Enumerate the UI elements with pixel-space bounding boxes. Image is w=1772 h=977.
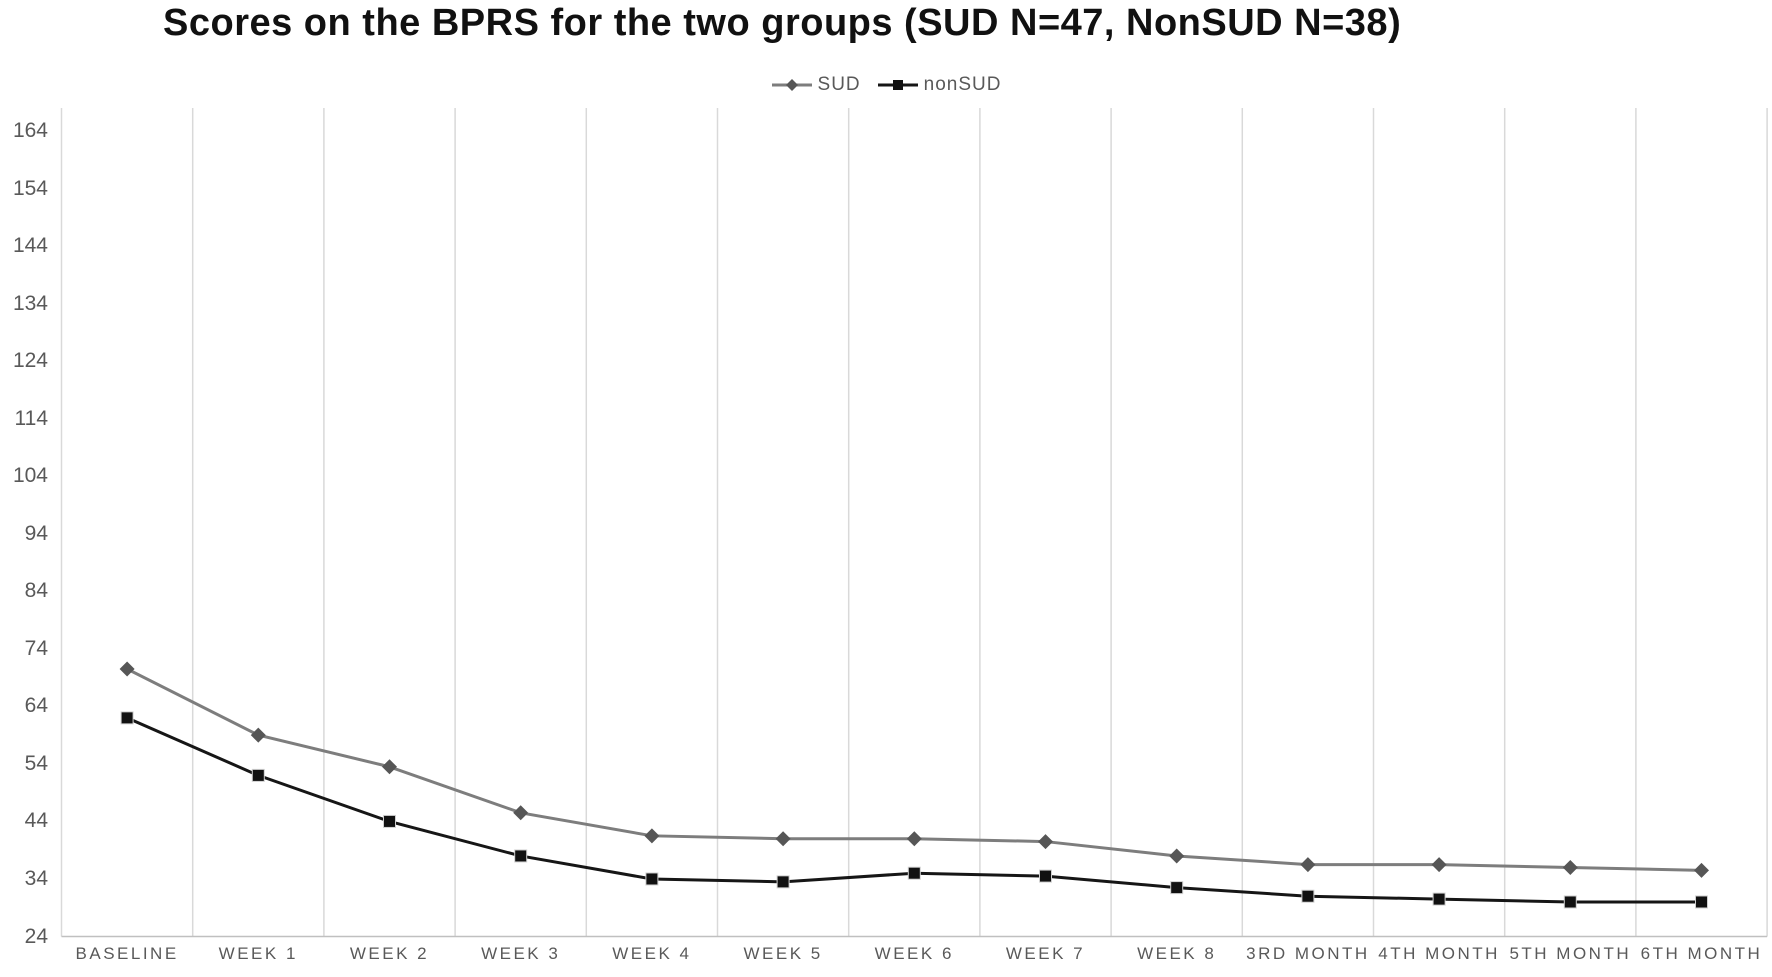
x-axis-label: 4TH MONTH — [1378, 944, 1500, 963]
x-axis-label: 5TH MONTH — [1509, 944, 1632, 963]
marker-square — [1695, 895, 1708, 909]
y-tick-label: 144 — [12, 234, 48, 258]
y-tick-label: 54 — [24, 751, 48, 775]
marker-diamond — [1431, 857, 1447, 873]
sud-line-diamond-icon — [771, 79, 812, 91]
y-tick-label: 114 — [14, 406, 48, 430]
nonsud-line-square-icon — [877, 80, 918, 90]
y-tick-label: 24 — [24, 924, 48, 948]
y-tick-label: 84 — [24, 579, 48, 603]
marker-square — [251, 768, 265, 782]
y-tick-label: 154 — [12, 176, 48, 200]
x-axis-label: WEEK 2 — [349, 944, 430, 963]
marker-diamond — [513, 805, 529, 821]
y-tick-label: 44 — [24, 809, 48, 833]
marker-square — [514, 849, 528, 863]
x-axis-label: WEEK 1 — [218, 944, 298, 963]
legend-item-sud: SUD — [771, 74, 861, 96]
marker-square — [1301, 889, 1315, 903]
marker-square — [645, 872, 659, 886]
marker-diamond — [119, 661, 135, 677]
marker-square — [907, 866, 921, 880]
x-axis-label: WEEK 7 — [1005, 944, 1086, 963]
y-tick-label: 74 — [24, 636, 48, 660]
chart-legend: SUD nonSUD — [0, 74, 1772, 96]
x-axis-label: 3RD MONTH — [1246, 944, 1370, 963]
x-axis-label: WEEK 5 — [743, 944, 823, 963]
marker-square — [776, 875, 790, 889]
marker-square — [1039, 869, 1052, 883]
marker-diamond — [1562, 859, 1578, 875]
marker-square — [1563, 895, 1577, 909]
x-axis-label: WEEK 8 — [1137, 944, 1217, 963]
marker-square — [383, 814, 396, 828]
y-tick-label: 164 — [12, 119, 48, 142]
marker-diamond — [1038, 834, 1053, 850]
chart-title: Scores on the BPRS for the two groups (S… — [163, 2, 1402, 44]
marker-diamond — [1300, 857, 1316, 873]
marker-square — [1432, 892, 1446, 906]
x-axis-label: WEEK 4 — [612, 944, 692, 963]
marker-square — [120, 711, 134, 725]
marker-diamond — [906, 831, 922, 847]
legend-label-nonsud: nonSUD — [923, 74, 1002, 95]
x-axis-label: WEEK 3 — [481, 944, 561, 963]
legend-item-nonsud: nonSUD — [877, 74, 1002, 96]
y-tick-label: 134 — [12, 291, 48, 315]
y-tick-label: 64 — [24, 694, 48, 718]
y-tick-label: 34 — [24, 866, 48, 890]
marker-square — [1170, 881, 1184, 895]
x-axis-label: BASELINE — [75, 944, 179, 963]
marker-diamond — [1694, 862, 1709, 878]
legend-label-sud: SUD — [817, 74, 861, 95]
marker-diamond — [775, 831, 791, 847]
x-axis-label: WEEK 6 — [874, 944, 954, 963]
marker-diamond — [1169, 848, 1185, 864]
y-tick-label: 94 — [24, 521, 48, 545]
marker-diamond — [644, 828, 660, 844]
marker-diamond — [382, 759, 397, 775]
y-tick-label: 104 — [12, 464, 48, 488]
y-tick-label: 124 — [12, 349, 48, 373]
marker-diamond — [250, 727, 266, 743]
x-axis-label: 6TH MONTH — [1640, 944, 1763, 963]
